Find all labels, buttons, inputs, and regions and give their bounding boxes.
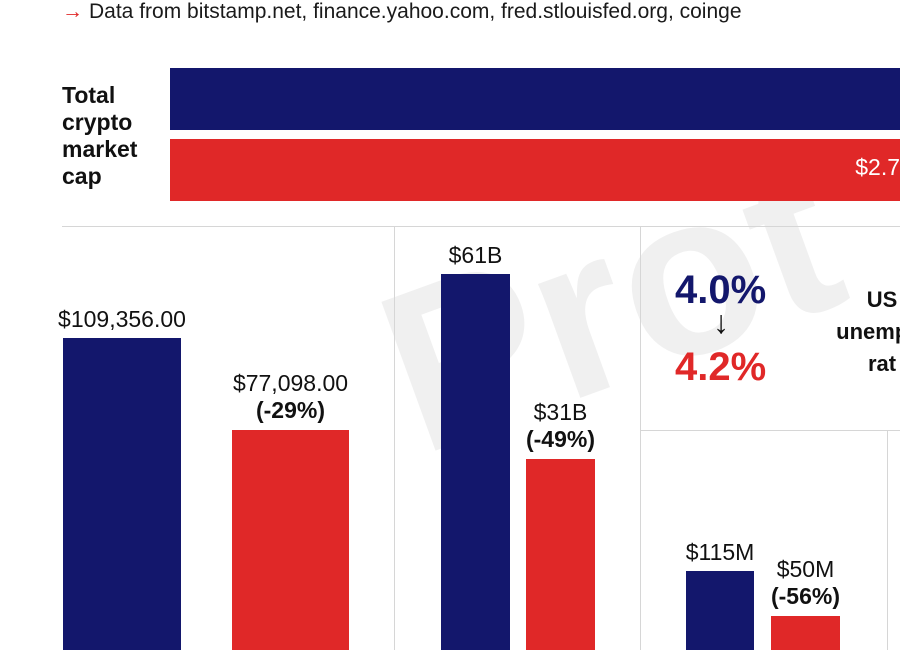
section-divider bbox=[640, 226, 641, 650]
data-label: $31B (-49%) bbox=[481, 399, 641, 453]
value-text: $61B bbox=[448, 242, 503, 268]
change-text: (-56%) bbox=[770, 582, 840, 609]
market-cap-label: Total crypto market cap bbox=[62, 82, 162, 190]
unemployment-after: 4.2% bbox=[675, 345, 767, 389]
data-label: $115M bbox=[640, 539, 800, 566]
unemployment-label-line: rat bbox=[867, 351, 897, 376]
market-cap-label-line: market bbox=[62, 136, 138, 162]
bar bbox=[771, 615, 840, 650]
data-label: $50M (-56%) bbox=[726, 556, 886, 610]
change-text: (-29%) bbox=[255, 397, 325, 424]
source-note: → Data from bitstamp.net, finance.yahoo.c… bbox=[62, 0, 742, 24]
bar bbox=[526, 458, 595, 650]
source-text: Data from bitstamp.net, finance.yahoo.co… bbox=[89, 0, 742, 23]
data-label: $77,098.00 (-29%) bbox=[211, 370, 371, 424]
arrow-down-icon: ↓ bbox=[713, 304, 729, 340]
section-divider bbox=[887, 430, 888, 650]
data-label: $109,356.00 bbox=[42, 306, 202, 333]
bar bbox=[441, 274, 510, 650]
section-divider bbox=[394, 226, 395, 650]
value-text: $109,356.00 bbox=[58, 306, 186, 332]
unemployment-before: 4.0% bbox=[675, 268, 767, 312]
value-text: $50M bbox=[776, 555, 835, 582]
section-divider bbox=[62, 226, 900, 227]
market-cap-label-line: cap bbox=[62, 163, 102, 189]
unemployment-label-line: US bbox=[866, 287, 898, 312]
market-cap-after-value: $2.7 bbox=[855, 154, 900, 180]
market-cap-bar-after bbox=[170, 139, 900, 201]
value-text: $77,098.00 bbox=[232, 370, 349, 397]
market-cap-bar-before bbox=[170, 68, 900, 130]
unemployment-label: US unemplo rat bbox=[802, 284, 900, 380]
data-label: $61B bbox=[396, 242, 556, 269]
market-cap-label-line: crypto bbox=[62, 109, 133, 135]
value-text: $31B bbox=[533, 398, 588, 425]
value-text: $115M bbox=[685, 539, 755, 565]
arrow-right-icon: → bbox=[62, 0, 83, 23]
unemployment-label-line: unemplo bbox=[836, 319, 900, 344]
market-cap-label-line: Total bbox=[62, 82, 116, 108]
bar bbox=[686, 571, 754, 650]
bar bbox=[63, 338, 181, 650]
section-divider bbox=[640, 430, 900, 431]
change-text: (-49%) bbox=[525, 425, 595, 452]
bar bbox=[232, 430, 349, 650]
